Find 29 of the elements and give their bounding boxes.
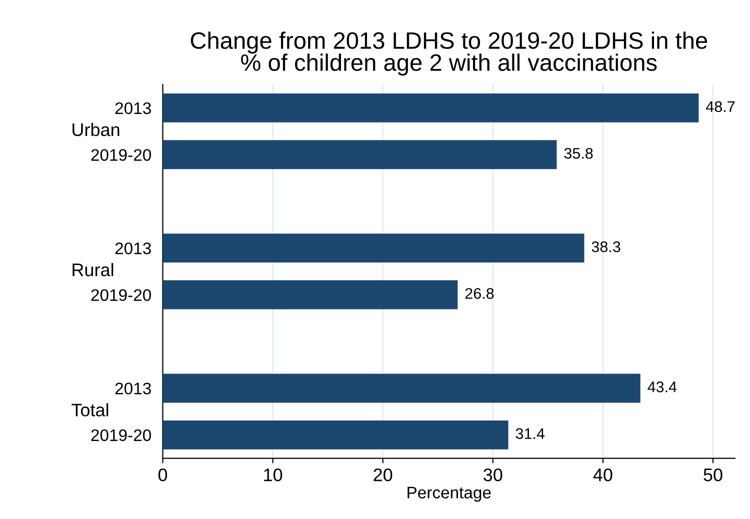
bar <box>162 374 640 403</box>
text: Urban <box>72 122 120 136</box>
x-tick-label: 0 <box>158 468 168 482</box>
y-tick-label: 2013 <box>115 242 151 254</box>
bar <box>162 140 557 170</box>
y-tick-label: 2013 <box>115 102 151 114</box>
y-tick-label: 2019-20 <box>91 429 151 442</box>
data-label: 43.4 <box>648 381 677 392</box>
bar <box>162 280 458 310</box>
x-tick-label: 40 <box>593 468 612 482</box>
x-tick-label: 50 <box>704 468 722 482</box>
data-label: 35.8 <box>564 148 593 159</box>
bar <box>162 420 508 450</box>
data-label: 26.8 <box>465 288 494 299</box>
x-tick-label: 10 <box>264 468 282 482</box>
data-label: 48.7 <box>706 101 735 112</box>
y-tick-label: 2019-20 <box>91 289 151 301</box>
data-label: 38.3 <box>592 241 620 252</box>
text: Total <box>72 403 108 416</box>
x-tick-label: 20 <box>374 468 392 482</box>
text: Rural <box>72 263 114 276</box>
chart-title: Change from 2013 LDHS to 2019-20 LDHS in the % of children age 2 with all vaccinations <box>190 32 708 76</box>
y-tick-label: 2019-20 <box>91 149 151 161</box>
x-axis-title: Percentage <box>408 486 491 502</box>
bar <box>162 93 699 122</box>
data-label: 31.4 <box>516 428 545 440</box>
y-tick-label: 2013 <box>115 382 151 394</box>
x-tick-label: 30 <box>484 468 502 482</box>
bar <box>162 234 584 263</box>
